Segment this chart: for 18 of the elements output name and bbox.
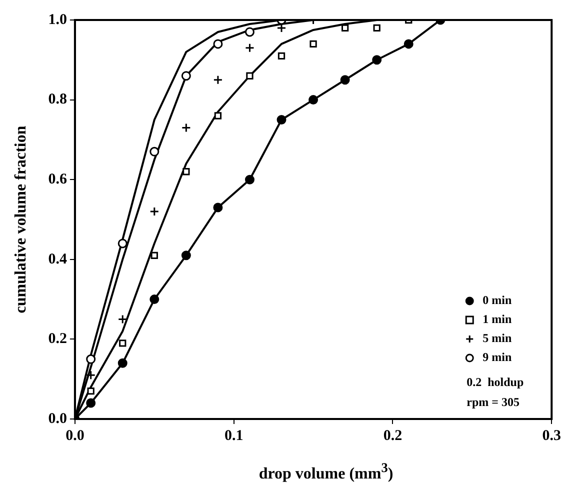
x-tick-label: 0.0 bbox=[66, 428, 84, 444]
y-tick-label: 0.4 bbox=[48, 251, 68, 268]
x-tick-label: 0.1 bbox=[224, 428, 244, 444]
y-tick-label: 0.2 bbox=[48, 331, 67, 348]
y-tick-label: 0.0 bbox=[48, 410, 67, 427]
x-tick-label: 0.2 bbox=[383, 428, 402, 444]
annotation: rpm = 305 bbox=[466, 395, 520, 410]
x-tick-label: 0.3 bbox=[542, 428, 561, 444]
y-tick-label: 1.0 bbox=[48, 12, 67, 28]
y-axis-title: cumulative volume fraction bbox=[12, 126, 30, 314]
legend-label: 0 min bbox=[482, 293, 512, 308]
y-tick-label: 0.8 bbox=[48, 92, 67, 108]
legend-label: 5 min bbox=[482, 331, 512, 346]
x-axis-title: drop volume (mm$^{3}$) bbox=[258, 460, 394, 484]
legend-label: 1 min bbox=[482, 312, 512, 326]
y-tick-label: 0.6 bbox=[48, 171, 68, 188]
legend-label: 9 min bbox=[482, 350, 512, 364]
annotation: 0.2 holdup bbox=[466, 375, 524, 390]
